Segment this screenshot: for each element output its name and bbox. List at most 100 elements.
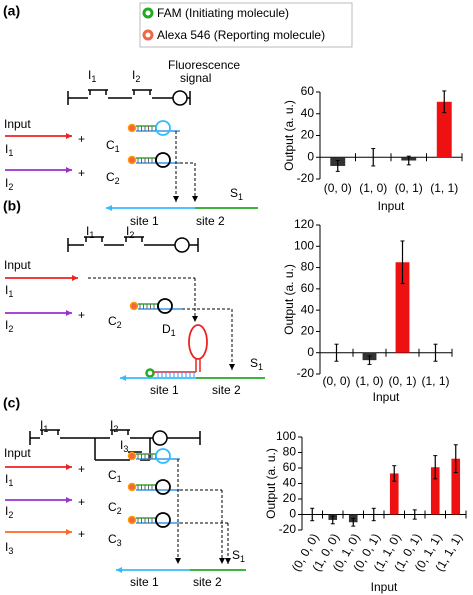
- site: site 1: [150, 383, 179, 397]
- label-sub: 2: [115, 176, 120, 186]
- loop: [155, 479, 171, 495]
- label-sub: 1: [91, 74, 96, 84]
- switch-label: I2: [132, 68, 140, 84]
- arrow-head: [66, 310, 72, 316]
- y-tick-label: 100: [294, 238, 314, 252]
- label-text: I: [5, 318, 8, 332]
- input-name: I1: [5, 283, 13, 299]
- label-text: S: [232, 548, 240, 562]
- legend-box: [139, 2, 353, 48]
- site: site 1: [130, 575, 159, 589]
- label-text: I: [120, 438, 123, 452]
- y-axis-label: Output (a. u.): [282, 100, 296, 171]
- label-sub: 2: [8, 182, 13, 192]
- substrate: S1: [232, 548, 245, 564]
- bar: [389, 473, 399, 515]
- x-tick-label: (1, 1): [430, 181, 458, 195]
- y-tick-label: 60: [301, 281, 315, 295]
- x-axis-label: Input: [373, 390, 400, 404]
- y-tick-label: 40: [283, 476, 297, 490]
- bar: [436, 101, 452, 158]
- arrow-head: [192, 196, 198, 202]
- label-text: I: [132, 68, 135, 82]
- label-sub: 1: [240, 554, 245, 564]
- y-axis-label: Output (a. u.): [282, 264, 296, 335]
- panel-label: (b): [3, 198, 21, 214]
- switch-label: I3: [120, 438, 128, 454]
- y-tick-label: 20: [301, 324, 315, 338]
- bar: [430, 467, 440, 515]
- x-tick-label: (0, 0): [322, 374, 350, 388]
- switch-label: I2: [110, 418, 118, 434]
- switch-label: I1: [88, 68, 96, 84]
- loop: [155, 512, 171, 528]
- site: site 2: [196, 214, 225, 228]
- dye: [127, 451, 137, 461]
- arrow-head: [66, 464, 72, 470]
- plus: +: [78, 495, 85, 509]
- input-name: I2: [5, 176, 13, 192]
- y-tick-label: 20: [301, 128, 315, 142]
- gate-name: C2: [106, 170, 120, 186]
- arrow-head: [116, 567, 122, 573]
- label-text: I: [86, 224, 89, 238]
- input-name: I2: [5, 318, 13, 334]
- arrow-head: [225, 558, 231, 564]
- lamp: [174, 237, 190, 253]
- label-sub: 2: [117, 506, 122, 516]
- label-text: S: [230, 186, 238, 200]
- fam-dot: [142, 7, 154, 19]
- switch-label: I1: [40, 418, 48, 434]
- y-tick-label: 60: [283, 460, 297, 474]
- arrow-head: [120, 375, 126, 381]
- loop: [155, 152, 171, 168]
- substrate: S1: [230, 186, 243, 202]
- loop: [157, 298, 173, 314]
- label-sub: 1: [238, 192, 243, 202]
- label-sub: 2: [113, 424, 118, 434]
- signal: signal: [180, 71, 211, 85]
- label-sub: 1: [258, 362, 263, 372]
- gate-name: C3: [108, 532, 122, 548]
- panel-label: (c): [3, 395, 20, 411]
- site: site 1: [130, 214, 159, 228]
- label-sub: 3: [8, 546, 13, 556]
- label-sub: 1: [115, 144, 120, 154]
- plus: +: [78, 132, 85, 146]
- dye: [127, 155, 137, 165]
- input-name: I1: [5, 472, 13, 488]
- y-tick-label: 40: [301, 106, 315, 120]
- arrow-head: [106, 205, 112, 211]
- lamp: [172, 90, 188, 106]
- helper-loop: [188, 324, 208, 360]
- label-sub: 2: [135, 74, 140, 84]
- y-tick-label: 80: [301, 260, 315, 274]
- legend-fam: FAM (Initiating molecule): [157, 6, 289, 20]
- x-tick-label: (1, 0): [355, 374, 383, 388]
- label-text: I: [5, 504, 8, 518]
- label-text: C: [106, 138, 115, 152]
- y-tick-label: 0: [307, 149, 314, 163]
- label-text: D: [162, 322, 171, 336]
- y-tick-label: -20: [297, 366, 315, 380]
- alexa-dot: [142, 29, 154, 41]
- label-sub: 2: [117, 320, 122, 330]
- switch-label: I2: [126, 224, 134, 240]
- label-text: I: [5, 540, 8, 554]
- label-sub: 1: [117, 474, 122, 484]
- label-text: I: [5, 176, 8, 190]
- gate-name: C2: [108, 500, 122, 516]
- signal: Fluorescence: [168, 58, 240, 72]
- arrow-head: [66, 529, 72, 535]
- y-tick-label: 100: [276, 429, 296, 443]
- x-tick-label: (1, 0): [359, 181, 387, 195]
- legend-alexa: Alexa 546 (Reporting molecule): [157, 28, 325, 42]
- plus: +: [78, 166, 85, 180]
- loop: [155, 120, 171, 136]
- dye: [145, 368, 155, 378]
- substrate: S1: [250, 356, 263, 372]
- input-name: I3: [5, 540, 13, 556]
- arrow-head: [175, 558, 181, 564]
- label-sub: 1: [8, 289, 13, 299]
- label-text: I: [126, 224, 129, 238]
